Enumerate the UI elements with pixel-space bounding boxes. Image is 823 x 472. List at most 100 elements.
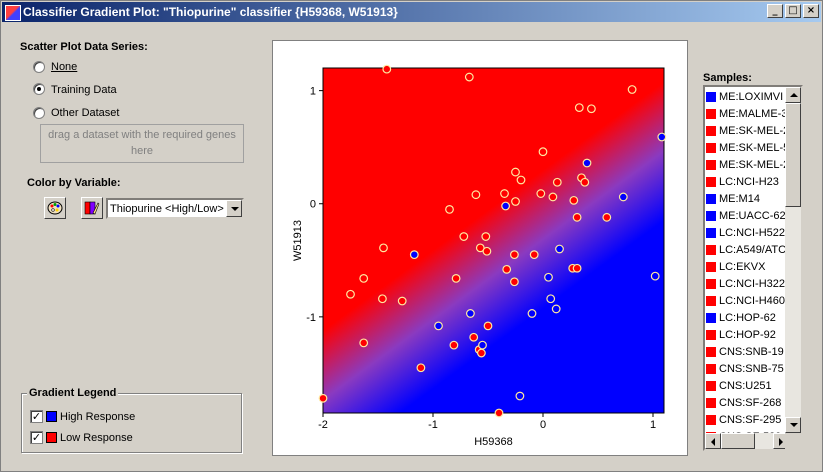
low-response-point[interactable] (379, 243, 388, 253)
high-response-point[interactable] (544, 272, 553, 282)
low-response-point[interactable] (471, 190, 481, 200)
low-response-point[interactable] (359, 338, 369, 348)
radio-other-dataset-label[interactable]: Other Dataset (51, 107, 120, 119)
color-variable-select[interactable]: Thiopurine <High/Low> (106, 198, 244, 219)
low-response-point[interactable] (359, 273, 369, 283)
sample-item[interactable]: CNS:SNB-75 (706, 360, 788, 378)
sample-item[interactable]: LC:NCI-H460 (706, 292, 788, 310)
low-response-point[interactable] (538, 147, 548, 157)
low-response-point[interactable] (476, 348, 486, 358)
samples-horizontal-scrollbar[interactable] (705, 433, 789, 449)
low-response-point[interactable] (459, 232, 469, 241)
low-response-point[interactable] (451, 273, 461, 283)
low-response-point[interactable] (574, 103, 584, 112)
low-response-point[interactable] (516, 175, 526, 185)
radio-training-data-label[interactable]: Training Data (51, 84, 117, 96)
sample-item[interactable]: LC:A549/ATCC (706, 241, 788, 259)
scatter-plot[interactable]: -2 -1 0 1 1 0 -1 H59368 W51913 (273, 41, 687, 455)
sample-item[interactable]: CNS:U251 (706, 377, 788, 395)
maximize-button[interactable]: □ (785, 4, 801, 18)
low-response-point[interactable] (580, 177, 590, 187)
scroll-left-button[interactable] (705, 433, 721, 449)
low-response-point[interactable] (346, 289, 355, 299)
low-response-point[interactable] (449, 340, 459, 350)
low-response-point[interactable] (318, 393, 328, 403)
low-response-point[interactable] (500, 189, 509, 198)
close-button[interactable]: × (803, 4, 819, 18)
sample-item[interactable]: ME:UACC-62 (706, 207, 788, 225)
high-response-point[interactable] (501, 201, 511, 211)
dataset-drop-target[interactable]: drag a dataset with the required genes h… (40, 124, 244, 163)
high-response-point[interactable] (650, 271, 660, 281)
high-response-point[interactable] (434, 321, 443, 331)
title-bar[interactable]: Classifier Gradient Plot: "Thiopurine" c… (2, 2, 821, 22)
low-response-point[interactable] (481, 232, 491, 241)
sample-item[interactable]: LC:NCI-H522 (706, 224, 788, 242)
scroll-thumb[interactable] (785, 103, 801, 207)
high-response-point[interactable] (409, 250, 419, 260)
sample-item[interactable]: ME:MALME-3M (706, 105, 788, 123)
low-response-point[interactable] (511, 167, 520, 177)
low-response-point[interactable] (494, 408, 504, 418)
samples-vertical-scrollbar[interactable] (785, 87, 801, 433)
sample-item[interactable]: LC:EKVX (706, 258, 788, 276)
high-response-point[interactable] (478, 340, 487, 350)
low-response-point[interactable] (587, 104, 596, 114)
gradient-area[interactable] (322, 67, 665, 414)
sample-item[interactable]: LC:NCI-H23 (706, 173, 788, 191)
low-response-point[interactable] (627, 85, 637, 94)
sample-item[interactable]: LC:HOP-62 (706, 309, 788, 327)
high-response-point[interactable] (551, 304, 561, 314)
low-response-point[interactable] (569, 195, 579, 205)
high-response-point[interactable] (546, 294, 556, 304)
low-response-checkbox[interactable]: ✓ (30, 431, 43, 444)
low-response-point[interactable] (397, 296, 407, 306)
palette-button[interactable] (44, 197, 66, 219)
samples-list[interactable]: ME:LOXIMVI ME:MALME-3M ME:SK-MEL-2 ME:SK-ME… (703, 85, 803, 451)
sample-item[interactable]: LC:NCI-H322M (706, 275, 788, 293)
low-response-point[interactable] (548, 192, 558, 202)
sample-item[interactable]: LC:HOP-92 (706, 326, 788, 344)
low-response-point[interactable] (469, 332, 479, 342)
chevron-down-icon[interactable] (226, 200, 242, 217)
low-response-point[interactable] (502, 264, 512, 274)
low-response-point[interactable] (509, 250, 519, 260)
high-response-point[interactable] (527, 309, 537, 318)
radio-training-data[interactable] (33, 83, 45, 95)
low-response-point[interactable] (464, 72, 474, 82)
low-response-point[interactable] (416, 363, 426, 373)
color-variable-button[interactable] (81, 197, 103, 219)
low-response-point[interactable] (572, 263, 582, 273)
low-response-point[interactable] (445, 204, 454, 214)
high-response-point[interactable] (618, 192, 628, 202)
low-response-point[interactable] (529, 250, 539, 260)
high-response-point[interactable] (555, 244, 564, 254)
sample-item[interactable]: ME:M14 (706, 190, 788, 208)
sample-item[interactable]: ME:SK-MEL-2 (706, 156, 788, 174)
low-response-point[interactable] (572, 212, 582, 222)
radio-other-dataset[interactable] (33, 107, 45, 119)
low-response-point[interactable] (602, 212, 612, 222)
low-response-point[interactable] (382, 64, 392, 74)
low-response-point[interactable] (377, 294, 387, 304)
high-response-point[interactable] (465, 309, 475, 318)
low-response-point[interactable] (483, 321, 493, 331)
high-response-point[interactable] (582, 158, 592, 168)
low-response-point[interactable] (536, 189, 546, 198)
minimize-button[interactable]: _ (767, 4, 783, 18)
sample-item[interactable]: ME:LOXIMVI (706, 88, 788, 106)
sample-item[interactable]: ME:SK-MEL-2 (706, 122, 788, 140)
low-response-point[interactable] (509, 277, 519, 287)
scroll-up-button[interactable] (785, 87, 801, 103)
high-response-checkbox[interactable]: ✓ (30, 410, 43, 423)
high-response-point[interactable] (657, 132, 667, 142)
low-response-point[interactable] (511, 197, 520, 206)
low-response-point[interactable] (552, 177, 562, 187)
high-response-point[interactable] (515, 391, 525, 401)
sample-item[interactable]: CNS:SNB-19 (706, 343, 788, 361)
horizontal-scroll-thumb[interactable] (721, 433, 755, 449)
radio-none[interactable] (33, 61, 45, 73)
low-response-point[interactable] (482, 246, 492, 256)
sample-item[interactable]: CNS:SF-295 (706, 411, 788, 429)
sample-item[interactable]: ME:SK-MEL-5 (706, 139, 788, 157)
